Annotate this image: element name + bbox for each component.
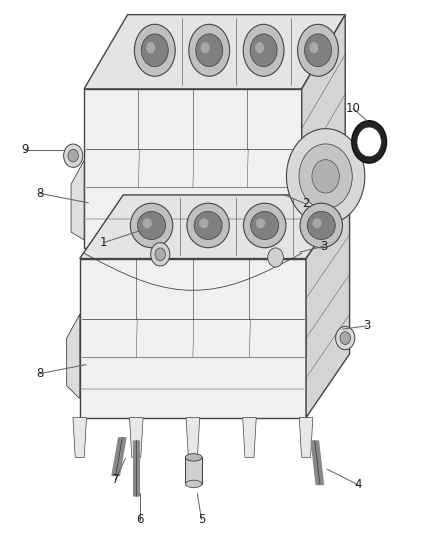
Text: 9: 9 bbox=[21, 143, 29, 156]
Polygon shape bbox=[67, 314, 80, 399]
Polygon shape bbox=[84, 89, 302, 248]
Ellipse shape bbox=[297, 25, 339, 76]
Circle shape bbox=[357, 127, 381, 157]
Ellipse shape bbox=[243, 25, 284, 76]
Ellipse shape bbox=[187, 203, 230, 248]
Ellipse shape bbox=[251, 212, 279, 239]
Polygon shape bbox=[73, 418, 87, 457]
Ellipse shape bbox=[250, 34, 277, 67]
Text: 7: 7 bbox=[112, 473, 119, 486]
Polygon shape bbox=[80, 259, 306, 418]
Text: 4: 4 bbox=[354, 479, 362, 491]
Circle shape bbox=[68, 149, 78, 162]
Text: 1: 1 bbox=[100, 236, 107, 249]
Circle shape bbox=[352, 120, 387, 163]
Ellipse shape bbox=[307, 212, 335, 239]
Ellipse shape bbox=[185, 454, 202, 461]
Circle shape bbox=[299, 144, 352, 209]
Polygon shape bbox=[130, 418, 143, 457]
Circle shape bbox=[336, 326, 355, 350]
Ellipse shape bbox=[199, 219, 208, 228]
Ellipse shape bbox=[141, 34, 168, 67]
Polygon shape bbox=[84, 14, 345, 89]
Text: 3: 3 bbox=[320, 240, 327, 253]
Ellipse shape bbox=[196, 34, 223, 67]
Text: 2: 2 bbox=[302, 197, 310, 211]
Text: 8: 8 bbox=[36, 187, 43, 200]
Ellipse shape bbox=[138, 212, 166, 239]
Ellipse shape bbox=[189, 25, 230, 76]
Polygon shape bbox=[299, 418, 313, 457]
Circle shape bbox=[340, 332, 350, 344]
Ellipse shape bbox=[146, 42, 155, 53]
Ellipse shape bbox=[143, 219, 152, 228]
Ellipse shape bbox=[201, 42, 210, 53]
Ellipse shape bbox=[256, 219, 265, 228]
Text: 6: 6 bbox=[136, 513, 144, 527]
Polygon shape bbox=[306, 195, 350, 418]
Circle shape bbox=[268, 248, 283, 267]
Circle shape bbox=[312, 160, 339, 193]
Ellipse shape bbox=[194, 212, 222, 239]
Circle shape bbox=[155, 248, 166, 261]
Circle shape bbox=[64, 144, 83, 167]
Polygon shape bbox=[71, 160, 84, 240]
Text: 5: 5 bbox=[198, 513, 205, 527]
Ellipse shape bbox=[300, 203, 343, 248]
Ellipse shape bbox=[309, 42, 318, 53]
Ellipse shape bbox=[244, 203, 286, 248]
Ellipse shape bbox=[134, 25, 175, 76]
Ellipse shape bbox=[131, 203, 173, 248]
Polygon shape bbox=[302, 14, 345, 248]
Circle shape bbox=[286, 128, 365, 224]
Ellipse shape bbox=[185, 480, 202, 488]
Polygon shape bbox=[186, 418, 200, 457]
Text: 10: 10 bbox=[346, 102, 360, 115]
Ellipse shape bbox=[312, 219, 321, 228]
Text: 3: 3 bbox=[363, 319, 371, 333]
Polygon shape bbox=[185, 457, 202, 484]
Ellipse shape bbox=[255, 42, 264, 53]
Ellipse shape bbox=[304, 34, 332, 67]
Circle shape bbox=[151, 243, 170, 266]
Polygon shape bbox=[243, 418, 256, 457]
Polygon shape bbox=[80, 195, 350, 259]
Text: 8: 8 bbox=[36, 367, 43, 380]
